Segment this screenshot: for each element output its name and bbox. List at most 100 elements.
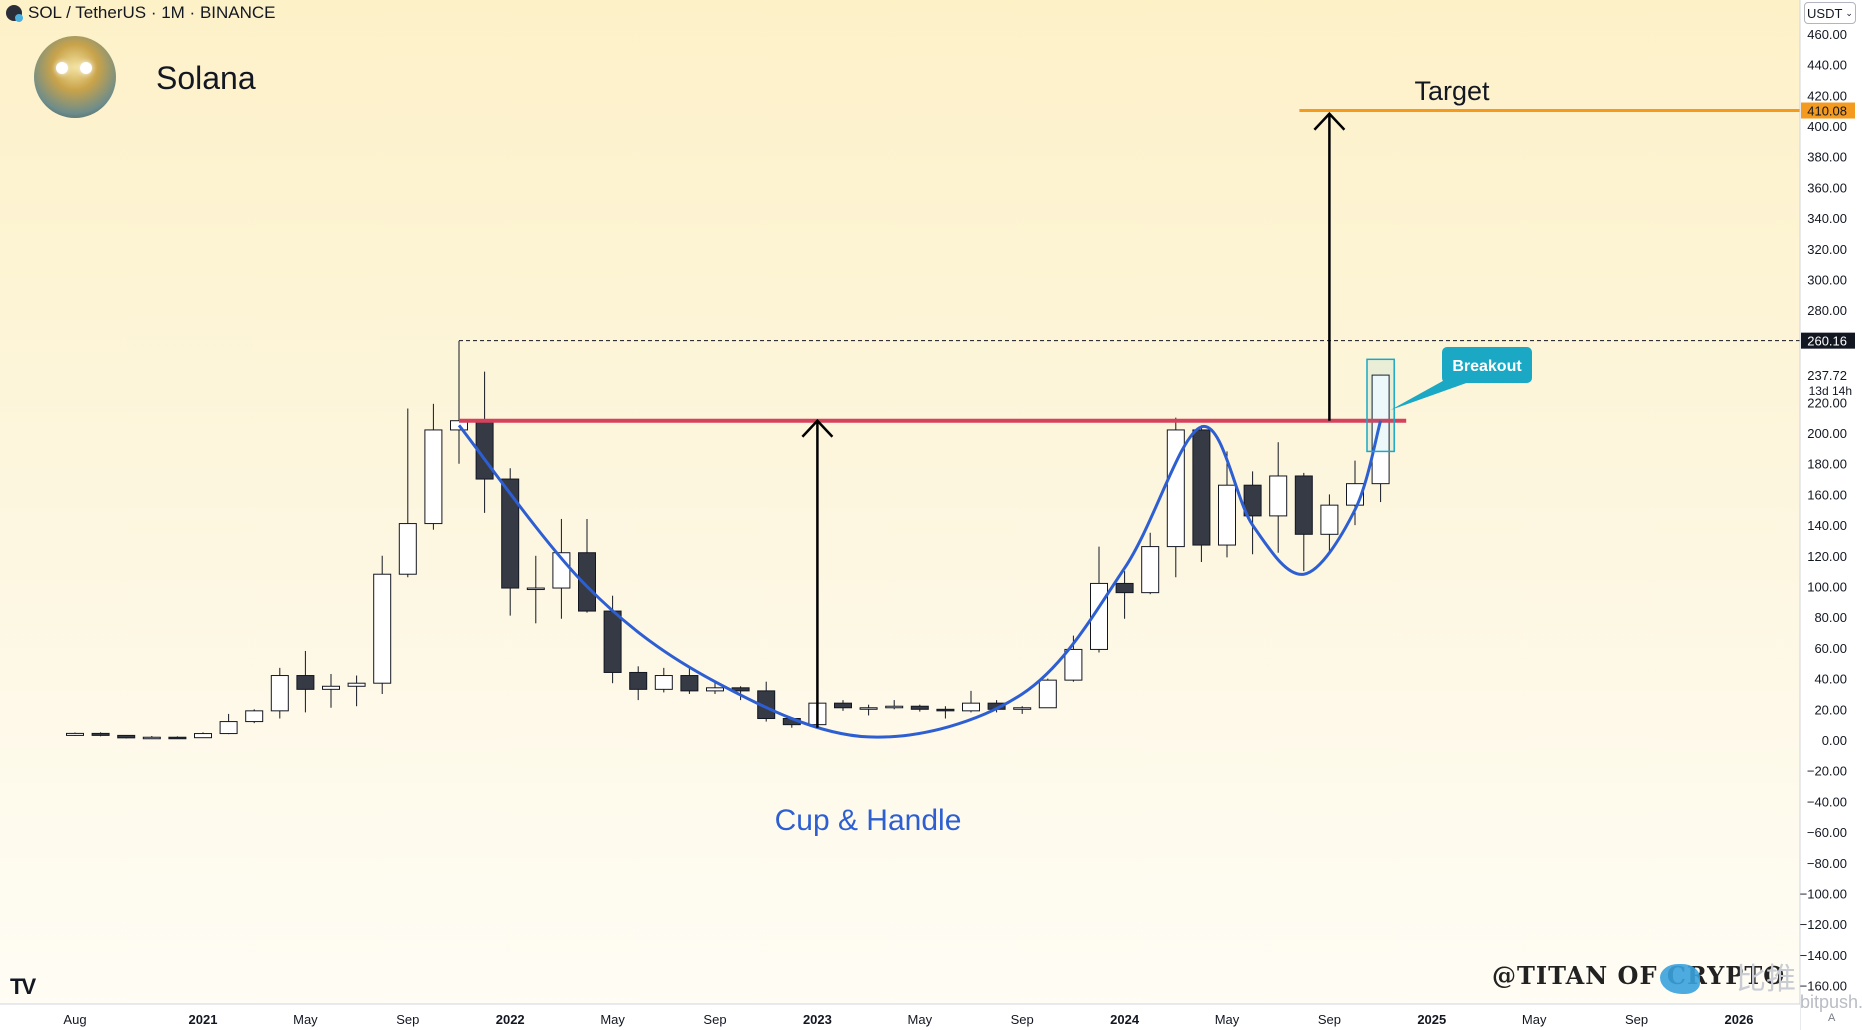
y-tick-label: 440.00	[1807, 58, 1847, 73]
candle-body	[1038, 679, 1057, 709]
x-tick-label: 2026	[1725, 1012, 1754, 1027]
candle-body	[117, 734, 136, 739]
candle-body	[1243, 484, 1262, 517]
currency-select[interactable]: USDT ⌄	[1804, 2, 1856, 24]
y-tick-label: 220.00	[1807, 395, 1847, 410]
candle-body	[1294, 475, 1313, 535]
breakout-box	[1366, 358, 1395, 453]
candle-body	[219, 721, 238, 735]
breakout-callout-tail	[1390, 377, 1472, 410]
candle-body	[962, 702, 980, 712]
candle-body	[910, 705, 929, 710]
candle-body	[1320, 504, 1339, 535]
candle-body	[501, 478, 520, 589]
y-tick-label: −40.00	[1807, 794, 1847, 809]
y-tick-label: 40.00	[1814, 672, 1847, 687]
pattern-label: Cup & Handle	[775, 804, 962, 837]
x-tick-label: 2021	[189, 1012, 218, 1027]
x-tick-label: Sep	[1318, 1012, 1341, 1027]
eye-icon	[56, 62, 68, 74]
x-tick-label: May	[1522, 1012, 1547, 1027]
candle-body	[66, 732, 84, 736]
y-tick-label: 380.00	[1807, 150, 1847, 165]
chevron-down-icon: ⌄	[1845, 7, 1853, 18]
ath-price-badge-bg	[1801, 332, 1855, 349]
candle-body	[834, 702, 852, 709]
sol-icon	[6, 5, 23, 22]
candle-body	[1115, 582, 1134, 594]
avatar	[34, 36, 116, 118]
y-tick-label: 460.00	[1807, 27, 1847, 42]
target-arrow-head	[1313, 111, 1346, 131]
x-tick-label: Sep	[1625, 1012, 1648, 1027]
y-tick-label: −60.00	[1807, 825, 1847, 840]
price-axis	[1800, 0, 1862, 1030]
candle-body	[347, 682, 366, 687]
candle-body	[373, 573, 392, 684]
candle-body	[1064, 648, 1083, 681]
y-tick-label: −80.00	[1807, 856, 1847, 871]
candle-body	[91, 732, 110, 736]
candle-body	[629, 671, 648, 690]
candle-body	[142, 736, 161, 740]
y-tick-label: 20.00	[1814, 702, 1847, 717]
y-tick-label: 340.00	[1807, 211, 1847, 226]
x-tick-label: Sep	[703, 1012, 726, 1027]
y-tick-label: 160.00	[1807, 487, 1847, 502]
measured-move-arrow-head	[801, 418, 834, 438]
candle-body	[1218, 484, 1236, 546]
candle-body	[245, 710, 264, 723]
candle-body	[1269, 475, 1288, 517]
candle-body	[654, 675, 673, 690]
x-tick-label: May	[293, 1012, 318, 1027]
y-tick-label: 300.00	[1807, 273, 1847, 288]
bar-countdown-label: 13d 14h	[1809, 384, 1852, 398]
candle-body	[1141, 546, 1160, 594]
y-tick-label: 280.00	[1807, 303, 1847, 318]
tradingview-logo-icon[interactable]: TV	[10, 974, 36, 999]
candle-body	[1166, 429, 1185, 548]
candle-body	[270, 675, 289, 712]
candle-body	[603, 610, 622, 673]
x-tick-label: Sep	[396, 1012, 419, 1027]
y-tick-label: 360.00	[1807, 180, 1847, 195]
x-tick-label: 2024	[1110, 1012, 1140, 1027]
y-tick-label: 80.00	[1814, 610, 1847, 625]
y-tick-label: 200.00	[1807, 426, 1847, 441]
y-tick-label: −100.00	[1800, 887, 1847, 902]
last-price-label: 237.72	[1807, 368, 1847, 383]
y-tick-label: 320.00	[1807, 242, 1847, 257]
target-price-badge-bg	[1801, 102, 1855, 119]
x-tick-label: Aug	[63, 1012, 86, 1027]
breakout-label-bg	[1442, 347, 1532, 383]
candle-body	[168, 736, 187, 740]
x-tick-label: 2023	[803, 1012, 832, 1027]
y-tick-label: −120.00	[1800, 917, 1847, 932]
y-tick-label: 0.00	[1822, 733, 1847, 748]
candle-body	[885, 705, 904, 709]
candle-body	[578, 552, 596, 612]
symbol-line: SOL / TetherUS · 1M · BINANCE	[28, 3, 276, 22]
candle-body	[1371, 374, 1390, 485]
y-tick-label: 140.00	[1807, 518, 1847, 533]
eye-icon	[80, 62, 92, 74]
candle-body	[680, 675, 699, 692]
cup-handle-curve	[457, 420, 1383, 739]
bird-logo-icon	[1660, 964, 1700, 994]
candle-body	[706, 687, 724, 692]
ath-price-badge: 260.16	[1807, 334, 1847, 349]
x-tick-label: May	[600, 1012, 625, 1027]
author-watermark: @TITAN OF CRYPTO	[1492, 961, 1786, 990]
y-tick-label: 120.00	[1807, 549, 1847, 564]
auto-scale-button[interactable]: A	[1828, 1012, 1836, 1024]
candle-body	[1013, 707, 1032, 710]
time-axis	[0, 1004, 1800, 1030]
x-tick-label: May	[1215, 1012, 1240, 1027]
candle-body	[296, 675, 315, 690]
y-tick-label: 180.00	[1807, 457, 1847, 472]
y-tick-label: 60.00	[1814, 641, 1847, 656]
candle-body	[936, 708, 955, 712]
